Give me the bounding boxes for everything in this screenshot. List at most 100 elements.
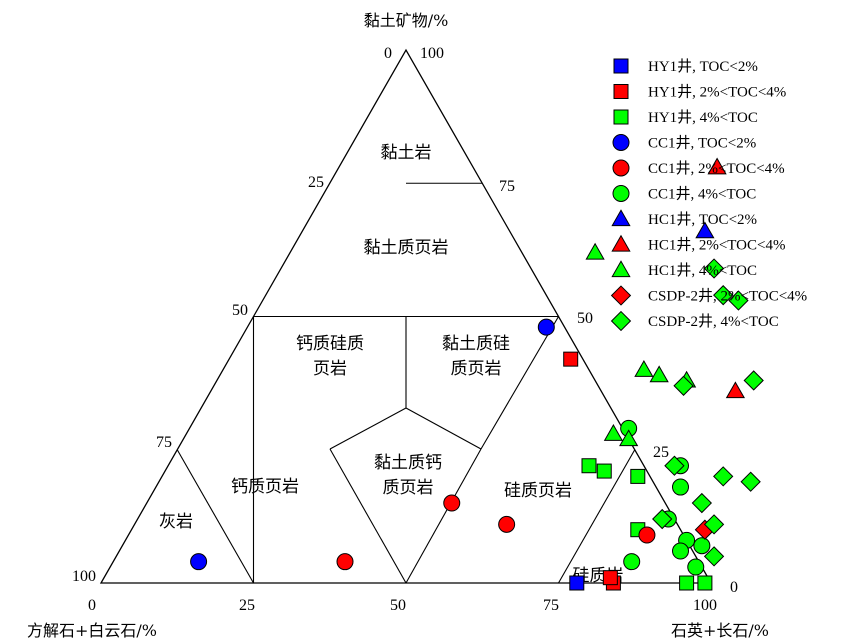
region-label-3-0: 黏土质硅	[442, 334, 510, 354]
data-point-s1-p2	[602, 570, 618, 586]
data-point-s8-p0	[585, 242, 605, 260]
legend-label-6: HC1井, TOC<2%	[648, 211, 757, 228]
data-point-s5-p5	[623, 553, 641, 571]
data-point-s5-p7	[687, 558, 705, 576]
legend-marker-4	[612, 159, 630, 177]
tick-label-t-left-25: 25	[308, 174, 324, 191]
calc-boundary-right	[329, 448, 407, 584]
legend-label-10: CSDP-2井, 4%<TOC	[648, 313, 779, 330]
data-point-s8-p5	[619, 429, 639, 447]
legend-label-7: HC1井, 2%<TOC<4%	[648, 237, 785, 254]
tick-label-t-right-75: 75	[499, 178, 515, 195]
silic-boundary-right	[480, 316, 559, 450]
data-point-s6-p0	[695, 221, 715, 239]
region-label-1-0: 黏土质页岩	[364, 238, 449, 258]
quartz-75-line	[558, 449, 636, 584]
legend-marker-10	[610, 310, 632, 332]
data-point-s3-p0	[537, 318, 555, 336]
data-point-s10-p1	[713, 285, 734, 306]
legend-marker-5	[612, 185, 630, 202]
tick-label-t-right-50: 50	[577, 310, 593, 327]
data-point-s7-p1	[725, 381, 746, 399]
data-point-s3-p1	[190, 553, 208, 571]
data-point-s5-p8	[672, 542, 689, 560]
silic-boundary-left	[405, 448, 482, 584]
legend-label-3: CC1井, TOC<2%	[648, 135, 756, 152]
legend-marker-0	[613, 58, 629, 74]
data-point-s2-p0	[581, 458, 597, 474]
legend: HY1井, TOC<2% HY1井, 2%<TOC<4% HY1井, 4%<TOC C…	[610, 58, 807, 332]
axis-labels: 黏土矿物/% 方解石+白云石/% 石英+长石/%	[27, 11, 769, 640]
data-point-s10-p2	[728, 290, 749, 311]
data-point-s7-p0	[707, 157, 727, 175]
left-axis-label: 方解石+白云石/%	[27, 621, 157, 640]
data-point-s10-p6	[740, 471, 761, 492]
region-label-4-0: 黏土质钙	[374, 453, 442, 473]
legend-marker-2	[613, 109, 629, 125]
data-point-s10-p11	[703, 546, 725, 567]
data-points	[190, 157, 764, 591]
right-axis-label: 石英+长石/%	[671, 621, 769, 640]
tick-label-t-left-100: 100	[72, 568, 96, 585]
tick-label-t-bot-75: 75	[543, 597, 559, 614]
legend-marker-3	[612, 134, 630, 151]
data-point-s2-p5	[697, 575, 713, 591]
tick-label-t-right-0: 0	[730, 579, 738, 596]
mixed-left	[329, 407, 407, 450]
region-label-3-1: 质页岩	[451, 359, 502, 379]
data-point-s10-p4	[743, 370, 764, 391]
data-point-s4-p3	[638, 526, 656, 544]
tick-label-t-bot-25: 25	[239, 597, 255, 614]
data-point-s5-p2	[672, 478, 689, 496]
data-point-s10-p0	[703, 258, 725, 279]
legend-label-9: CSDP-2井, 2%<TOC<4%	[648, 288, 807, 305]
legend-label-4: CC1井, 2%<TOC<4%	[648, 160, 785, 177]
tick-label-t-bot-0: 0	[88, 597, 96, 614]
data-point-s2-p2	[630, 468, 646, 484]
legend-marker-8	[611, 260, 631, 278]
tick-label-t-top-0: 0	[384, 45, 392, 62]
region-label-6-0: 灰岩	[159, 512, 193, 532]
tick-labels: 0 100 25 50 75 100 75 50 25 0 0 25 50 75 100	[72, 45, 738, 614]
triangle-frame	[99, 48, 713, 584]
legend-marker-9	[610, 285, 632, 306]
data-point-s2-p4	[679, 575, 695, 591]
top-axis-label: 黏土矿物/%	[364, 11, 449, 30]
tick-label-t-right-25: 25	[653, 444, 669, 461]
tick-label-t-bot-100: 100	[693, 597, 717, 614]
tick-label-t-left-75: 75	[156, 434, 172, 451]
data-point-s8-p1	[634, 360, 654, 377]
region-label-7-0: 硅质页岩	[504, 481, 572, 501]
data-point-s4-p0	[443, 494, 461, 512]
data-point-s10-p3	[673, 375, 694, 396]
data-point-s8-p4	[603, 424, 624, 441]
data-point-s10-p9	[691, 492, 713, 514]
legend-marker-6	[611, 209, 631, 227]
tick-label-t-top-100: 100	[420, 45, 444, 62]
region-label-2-0: 钙质硅质	[296, 334, 364, 354]
legend-label-5: CC1井, 4%<TOC	[648, 186, 756, 203]
data-point-s10-p10	[703, 514, 725, 535]
tick-label-t-bot-50: 50	[390, 597, 406, 614]
region-label-0-0: 黏土岩	[381, 143, 432, 163]
data-point-s4-p2	[498, 515, 516, 533]
legend-marker-1	[613, 84, 629, 99]
region-labels: 黏土岩黏土质页岩钙质硅质页岩黏土质硅质页岩黏土质钙质页岩钙质页岩灰岩硅质页岩硅质…	[159, 143, 624, 586]
data-point-s10-p5	[664, 455, 685, 476]
legend-marker-7	[611, 234, 631, 252]
data-point-s0-p0	[569, 575, 585, 591]
legend-label-2: HY1井, 4%<TOC	[648, 109, 758, 126]
limestone-boundary	[176, 449, 254, 584]
data-point-s1-p1	[563, 351, 579, 367]
region-label-4-1: 质页岩	[383, 478, 434, 498]
data-point-s5-p6	[693, 537, 711, 555]
legend-label-8: HC1井, 4%<TOC	[648, 262, 757, 279]
mixed-right	[405, 407, 482, 450]
legend-label-0: HY1井, TOC<2%	[648, 58, 758, 75]
region-label-2-1: 页岩	[313, 359, 347, 379]
region-label-5-0: 钙质页岩	[231, 477, 299, 497]
data-point-s8-p2	[649, 365, 669, 383]
data-point-s2-p1	[596, 463, 612, 479]
data-point-s4-p1	[336, 553, 354, 571]
